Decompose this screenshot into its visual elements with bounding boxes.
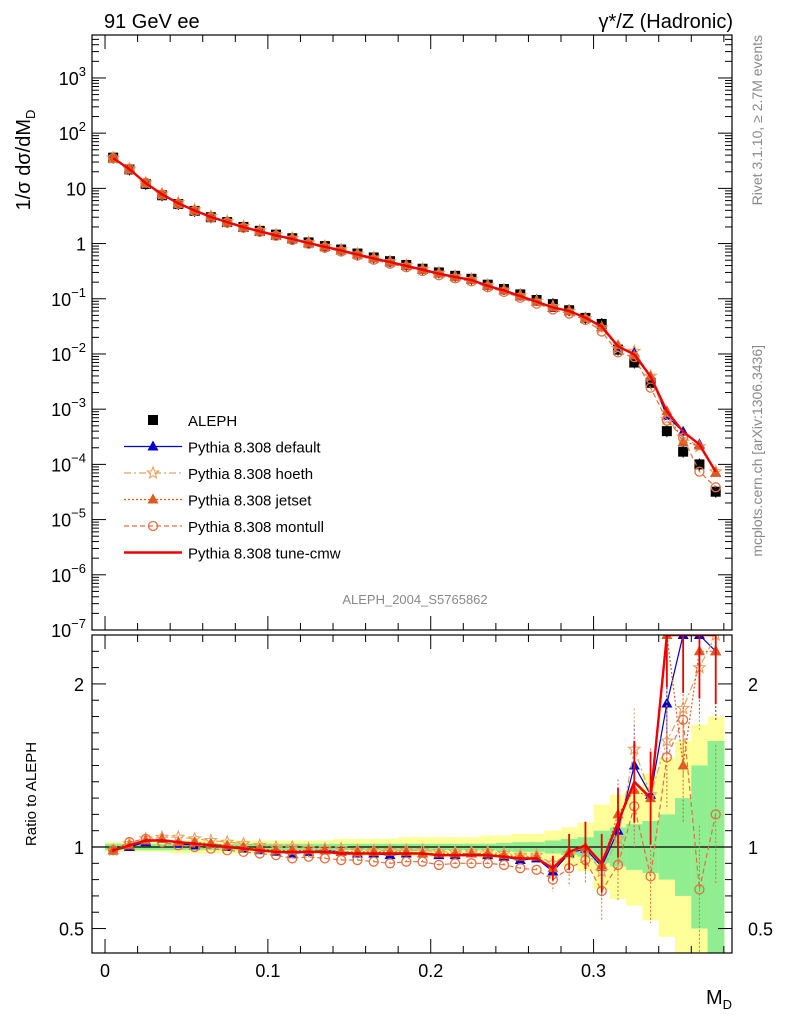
ratio-marker-montull xyxy=(401,856,412,867)
main-marker-montull xyxy=(629,352,640,363)
ratio-series-cmw xyxy=(112,635,716,870)
main-marker-montull xyxy=(124,163,135,174)
main-marker-montull xyxy=(661,415,673,426)
y-tick-label: 10−2 xyxy=(51,340,86,365)
main-marker-montull xyxy=(156,189,168,200)
x-tick-label: 0.1 xyxy=(255,961,280,981)
data-point xyxy=(629,357,640,368)
y-tick-label: 10−1 xyxy=(51,285,86,310)
y-tick-label: 10 xyxy=(66,179,86,199)
ratio-marker-montull xyxy=(677,714,689,725)
ratio-marker-montull xyxy=(287,853,298,864)
ratio-marker-montull xyxy=(368,856,379,867)
y-tick-label: 10−5 xyxy=(51,506,86,531)
x-tick-label: 0.3 xyxy=(581,961,606,981)
y-tick-label: 10−7 xyxy=(51,616,86,641)
analysis-id: ALEPH_2004_S5765862 xyxy=(342,592,487,607)
ratio-y-tick-label: 1 xyxy=(74,838,84,858)
data-point xyxy=(678,446,689,457)
header-right: γ*/Z (Hadronic) xyxy=(599,11,733,33)
ratio-series-hoeth xyxy=(112,635,717,873)
ratio-marker-montull xyxy=(661,752,673,763)
legend-marker-default xyxy=(147,440,159,451)
ratio-marker-montull xyxy=(694,884,705,895)
rivet-label: Rivet 3.1.10, ≥ 2.7M events xyxy=(749,35,765,205)
ratio-y-tick-label: 2 xyxy=(74,675,84,695)
y-tick-label: 10−3 xyxy=(51,395,86,420)
y-tick-label: 103 xyxy=(59,64,86,89)
ratio-marker-montull xyxy=(645,871,656,882)
y-tick-label: 10−6 xyxy=(51,561,86,586)
ratio-marker-montull xyxy=(433,859,445,871)
ratio-ylabel: Ratio to ALEPH xyxy=(23,742,40,846)
legend: ALEPH Pythia 8.308 default Pythia 8.308 ho… xyxy=(124,413,341,563)
legend-marker-hoeth xyxy=(145,465,161,480)
main-series-montull xyxy=(112,157,717,488)
y-tick-label: 102 xyxy=(59,119,86,144)
ratio-marker-montull xyxy=(108,845,119,856)
main-marker-montull xyxy=(173,198,184,209)
legend-marker-montull xyxy=(147,520,159,532)
ratio-marker-montull xyxy=(352,854,363,866)
main-marker-montull xyxy=(189,205,200,217)
legend-label-hoeth: Pythia 8.308 hoeth xyxy=(188,466,313,483)
ratio-marker-montull xyxy=(336,854,347,866)
ratio-marker-hoeth xyxy=(659,733,675,748)
ratio-y-tick-label-right: 1 xyxy=(748,838,758,858)
legend-label-cmw: Pythia 8.308 tune-cmw xyxy=(188,546,341,563)
main-marker-montull xyxy=(108,152,119,164)
header-left: 91 GeV ee xyxy=(104,11,200,33)
ratio-frame xyxy=(91,634,733,954)
legend-marker-jetset xyxy=(147,493,159,504)
ratio-marker-montull xyxy=(498,859,510,871)
main-marker-jetset xyxy=(710,466,722,477)
main-marker-montull xyxy=(140,177,151,188)
ratio-panel: 0.5 0.5 1 1 2 2 0 0.1 0.2 0.3 Ratio to ALEPH MD xyxy=(23,634,773,1012)
ratio-marker-montull xyxy=(710,809,721,820)
ratio-marker-montull xyxy=(417,856,428,867)
ratio-marker-montull xyxy=(531,864,542,875)
main-marker-montull xyxy=(612,347,624,358)
main-marker-montull xyxy=(694,466,705,477)
main-ylabel: 1/σ dσ/dMD xyxy=(13,110,38,211)
ratio-marker-montull xyxy=(384,858,396,869)
x-tick-label: 0 xyxy=(100,961,110,981)
ratio-marker-montull xyxy=(450,858,461,869)
main-marker-montull xyxy=(677,432,689,443)
y-tick-label: 10−4 xyxy=(51,450,86,475)
ratio-marker-montull xyxy=(319,853,331,864)
y-tick-label: 1 xyxy=(76,235,86,255)
data-point xyxy=(661,426,672,437)
ratio-marker-montull xyxy=(140,833,151,844)
ratio-marker-montull xyxy=(482,858,493,869)
legend-label-data: ALEPH xyxy=(188,413,237,430)
ratio-marker-montull xyxy=(515,863,526,874)
ratio-marker-montull xyxy=(612,859,624,871)
main-frame xyxy=(91,34,733,631)
legend-label-montull: Pythia 8.308 montull xyxy=(188,519,324,536)
ratio-y-tick-label-right: 2 xyxy=(748,675,758,695)
main-marker-hoeth xyxy=(610,340,626,355)
data-point xyxy=(694,459,705,470)
legend-label-default: Pythia 8.308 default xyxy=(188,440,321,457)
mcplots-label: mcplots.cern.ch [arXiv:1306.3436] xyxy=(749,345,765,557)
ratio-marker-jetset xyxy=(677,759,689,770)
main-series-cmw xyxy=(112,157,717,473)
main-marker-montull xyxy=(710,482,721,493)
ratio-y-tick-label: 0.5 xyxy=(59,920,84,940)
ratio-y-tick-label-right: 0.5 xyxy=(748,920,773,940)
x-axis-label: MD xyxy=(706,987,732,1012)
legend-marker-data xyxy=(148,415,158,425)
ratio-marker-montull xyxy=(466,858,477,869)
legend-label-jetset: Pythia 8.308 jetset xyxy=(188,493,312,510)
x-tick-label: 0.2 xyxy=(418,961,443,981)
